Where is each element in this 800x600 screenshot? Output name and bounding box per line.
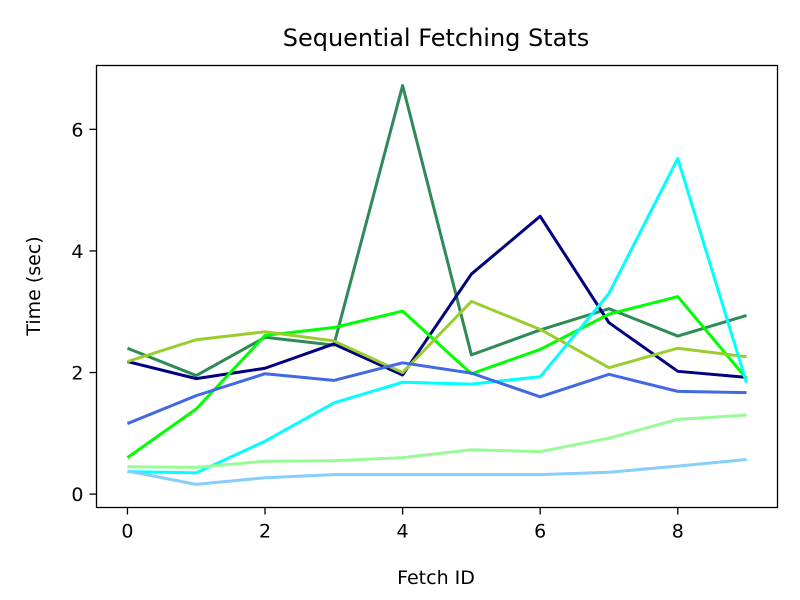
series-line-7 — [127, 413, 747, 469]
series-layer — [126, 84, 748, 486]
plot-frame — [95, 64, 779, 509]
x-tick-label: 4 — [397, 521, 409, 543]
series-line-4 — [126, 299, 747, 375]
chart-title: Sequential Fetching Stats — [283, 24, 590, 52]
series-line-1 — [126, 84, 747, 378]
x-tick-label: 8 — [672, 521, 684, 543]
y-axis-label: Time (sec) — [23, 236, 45, 336]
x-axis: 0 2 4 6 8 — [121, 507, 684, 543]
x-tick-label: 0 — [121, 521, 133, 543]
y-tick-label: 4 — [71, 241, 83, 263]
series-line-5 — [127, 157, 748, 475]
y-tick-label: 6 — [71, 119, 83, 141]
series-line-8 — [127, 457, 747, 486]
y-tick-label: 2 — [71, 363, 83, 385]
series-line-6 — [126, 361, 747, 425]
x-axis-label: Fetch ID — [397, 567, 475, 589]
y-axis: 0 2 4 6 — [71, 119, 97, 506]
x-tick-label: 6 — [534, 521, 546, 543]
series-line-3 — [126, 295, 748, 459]
x-tick-label: 2 — [259, 521, 271, 543]
y-tick-label: 0 — [71, 484, 83, 506]
